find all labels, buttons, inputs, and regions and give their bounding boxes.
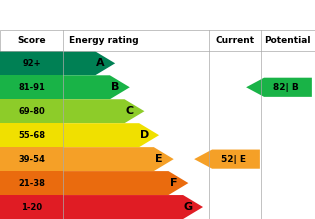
Text: Score: Score (17, 36, 46, 45)
Polygon shape (63, 99, 145, 123)
Text: 82| B: 82| B (273, 83, 298, 92)
Polygon shape (246, 78, 312, 97)
Text: 81-91: 81-91 (18, 83, 45, 92)
Polygon shape (63, 147, 174, 171)
Text: Energy Efficiency Rating: Energy Efficiency Rating (8, 11, 180, 24)
Text: F: F (170, 178, 177, 188)
Polygon shape (63, 171, 188, 195)
Bar (0, 75, 63, 99)
Text: C: C (125, 106, 134, 116)
Text: 39-54: 39-54 (18, 155, 45, 164)
Text: 21-38: 21-38 (18, 178, 45, 188)
Polygon shape (194, 150, 260, 169)
Polygon shape (63, 123, 159, 147)
Bar (0, 171, 63, 195)
Text: B: B (111, 82, 119, 92)
Bar (0, 147, 63, 171)
Text: Energy rating: Energy rating (69, 36, 139, 45)
Polygon shape (63, 75, 130, 99)
Text: 1-20: 1-20 (21, 203, 42, 212)
Text: 92+: 92+ (22, 59, 41, 68)
Text: Potential: Potential (264, 36, 311, 45)
Text: Current: Current (216, 36, 255, 45)
Text: 52| E: 52| E (221, 155, 246, 164)
Text: 55-68: 55-68 (18, 131, 45, 140)
Text: E: E (155, 154, 163, 164)
Text: G: G (184, 202, 193, 212)
Bar (0, 123, 63, 147)
Text: D: D (140, 130, 149, 140)
Text: 69-80: 69-80 (18, 107, 45, 116)
Bar (0, 195, 63, 219)
Bar (0, 51, 63, 75)
Polygon shape (63, 51, 115, 75)
Text: A: A (96, 58, 105, 68)
Polygon shape (63, 195, 203, 219)
Bar (0, 99, 63, 123)
